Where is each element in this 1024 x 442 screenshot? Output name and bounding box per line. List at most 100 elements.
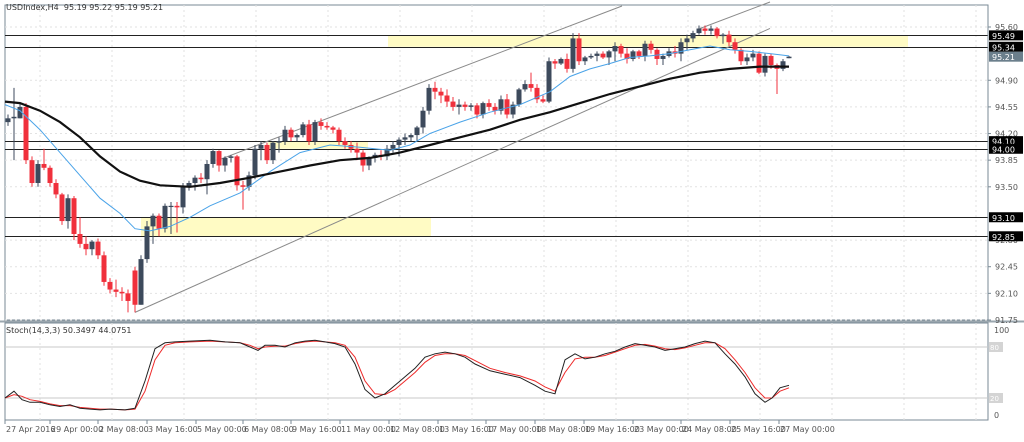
candle-body [450, 101, 456, 107]
candle-body [396, 139, 402, 145]
price-label-bg [989, 136, 1023, 147]
candle-body [750, 53, 756, 58]
candle-body [234, 156, 240, 186]
zone-94-00-94-10 [268, 141, 368, 149]
candle-body [696, 28, 702, 34]
zone-95-34-95-49 [388, 35, 908, 47]
candle-body [29, 160, 35, 184]
candle-body [648, 43, 654, 50]
candle-body [282, 129, 288, 142]
candle-body [564, 58, 570, 69]
candle-body [738, 49, 744, 62]
candle-body [306, 124, 312, 142]
candle-body [408, 135, 414, 138]
candle-body [480, 103, 486, 115]
candle-body [492, 106, 498, 111]
candle-body [654, 49, 660, 59]
candle-body [180, 186, 186, 208]
candle-body [107, 281, 113, 290]
candle-body [312, 122, 318, 142]
candle-body [156, 215, 162, 229]
price-tick-label: 91.75 [995, 316, 1018, 325]
stoch-level-label: 20 [990, 395, 999, 403]
candle-body [462, 104, 468, 107]
level-price-label: 95.49 [992, 32, 1015, 41]
candle-body [318, 122, 324, 126]
candle-body [504, 99, 510, 115]
price-label-bg [989, 30, 1023, 41]
ma-fast-line [4, 45, 790, 232]
candle-body [570, 38, 576, 69]
candle-body [732, 42, 738, 50]
price-tick-label: 95.60 [995, 23, 1018, 32]
time-tick-label: 12 May 08:00 [390, 425, 445, 434]
candle-body [174, 205, 180, 208]
candle-body [65, 198, 71, 222]
candle-body [228, 156, 234, 158]
time-tick-label: 23 May 00:00 [634, 425, 689, 434]
stoch-level-label-bg [989, 342, 1003, 352]
candle-body [11, 116, 17, 119]
horizontal-levels [5, 35, 988, 237]
candle-body [162, 205, 168, 229]
candle-body [612, 46, 618, 52]
time-tick-label: 17 May 00:00 [487, 425, 542, 434]
candle-body [432, 87, 438, 92]
candle-body [5, 118, 11, 123]
candle-body [708, 28, 714, 31]
candle-body [41, 163, 47, 168]
candle-body [684, 38, 690, 43]
candle-body [144, 226, 150, 260]
candle-body [690, 33, 696, 39]
candle-body [498, 99, 504, 111]
ma-slow-line [4, 65, 789, 188]
candle-body [426, 87, 432, 111]
time-tick-label: 19 May 16:00 [585, 425, 640, 434]
candle-body [444, 95, 450, 102]
stoch-level-label-bg [989, 393, 1003, 403]
candle-body [101, 255, 107, 282]
candle-body [252, 148, 258, 176]
candle-body [132, 270, 138, 305]
price-tick-label: 94.90 [995, 76, 1018, 85]
candle-body [113, 289, 119, 292]
time-tick-label: 6 May 08:00 [244, 425, 294, 434]
candle-body [222, 157, 228, 166]
candle-body [168, 205, 174, 208]
time-tick-label: 27 May 00:00 [780, 425, 835, 434]
candle-body [420, 110, 426, 128]
candle-body [71, 198, 77, 234]
candle-body [606, 51, 612, 58]
candle-body [642, 43, 648, 56]
candle-body [624, 53, 630, 59]
candle-body [678, 42, 684, 54]
candle-body [528, 84, 534, 88]
stoch-level-label: 80 [990, 344, 999, 352]
stochastic-panel: 100 80 20 0 [4, 326, 1009, 420]
candle-body [762, 55, 768, 73]
supply-demand-zones [141, 35, 908, 237]
level-price-label: 94.10 [992, 138, 1015, 147]
candle-body [534, 87, 540, 100]
channel-lower-line[interactable] [134, 27, 771, 313]
time-tick-label: 29 Apr 00:00 [51, 425, 103, 434]
candle-body [636, 51, 642, 56]
price-axis: 95.6094.9094.5594.2093.8593.5092.8092.45… [987, 5, 1023, 325]
time-tick-label: 3 May 16:00 [148, 425, 198, 434]
stoch-main-line [4, 339, 790, 411]
candle-body [77, 233, 83, 244]
candle-body [324, 125, 330, 128]
candle-body [150, 215, 156, 227]
candle-body [720, 34, 726, 37]
candle-body [768, 55, 774, 66]
time-tick-label: 24 May 08:00 [682, 425, 737, 434]
candle-body [330, 127, 336, 130]
price-tick-label: 92.10 [995, 289, 1018, 298]
candle-body [510, 104, 516, 115]
price-label-bg [989, 231, 1023, 242]
time-tick-label: 27 Apr 2016 [6, 425, 55, 434]
candle-body [186, 183, 192, 187]
candle-body [630, 51, 636, 59]
